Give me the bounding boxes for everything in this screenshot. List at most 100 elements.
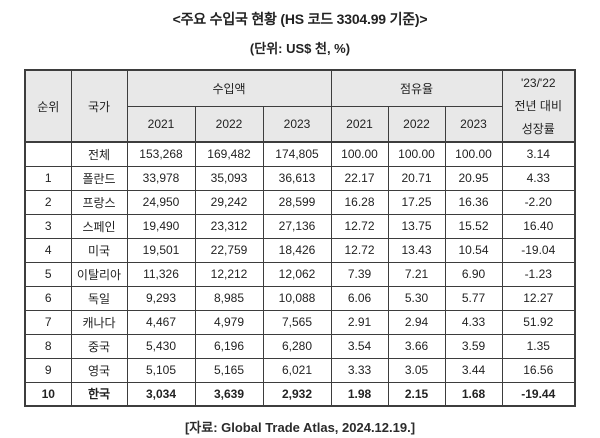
share-2023-cell: 5.77	[444, 285, 503, 311]
import-2022-cell: 35,093	[194, 165, 264, 191]
share-2023-cell: 16.36	[444, 189, 503, 215]
share-2022-cell: 3.05	[387, 357, 446, 383]
share-2021-cell: 3.54	[330, 333, 389, 359]
country-cell: 독일	[70, 285, 128, 311]
growth-cell: 16.40	[501, 213, 576, 239]
growth-cell: -2.20	[501, 189, 576, 215]
import-2023-cell: 6,280	[262, 333, 332, 359]
import-2021-cell: 33,978	[126, 165, 196, 191]
share-2023-cell: 20.95	[444, 165, 503, 191]
table-body: 전체 153,268 169,482 174,805 100.00 100.00 100.0…	[24, 141, 576, 407]
share-2021-cell: 12.72	[330, 237, 389, 263]
share-2022-cell: 3.66	[387, 333, 446, 359]
share-2023-cell: 1.68	[444, 381, 503, 407]
share-2021-cell: 3.33	[330, 357, 389, 383]
header-growth-line1: '23/'22	[520, 75, 556, 90]
import-2023-cell: 28,599	[262, 189, 332, 215]
share-2021-cell: 1.98	[330, 381, 389, 407]
import-2021-cell: 9,293	[126, 285, 196, 311]
table-row: 5 이탈리아 11,326 12,212 12,062 7.39 7.21 6.90 -1.23	[24, 261, 576, 287]
share-2022-cell: 13.75	[387, 213, 446, 239]
import-2022-cell: 8,985	[194, 285, 264, 311]
import-2023-cell: 174,805	[262, 141, 332, 167]
growth-cell: 1.35	[501, 333, 576, 359]
share-2023-cell: 3.44	[444, 357, 503, 383]
share-2022-cell: 5.30	[387, 285, 446, 311]
rank-cell: 5	[24, 261, 72, 287]
share-2022-cell: 2.94	[387, 309, 446, 335]
table-title: <주요 수입국 현황 (HS 코드 3304.99 기준)>	[172, 11, 428, 27]
share-2023-cell: 6.90	[444, 261, 503, 287]
header-country: 국가	[70, 69, 128, 143]
header-growth-line3: 성장률	[521, 121, 555, 136]
table-row: 전체 153,268 169,482 174,805 100.00 100.00 100.0…	[24, 141, 576, 167]
share-2021-cell: 2.91	[330, 309, 389, 335]
table-row: 7 캐나다 4,467 4,979 7,565 2.91 2.94 4.33 51.92	[24, 309, 576, 335]
rank-cell: 8	[24, 333, 72, 359]
table-header: 순위 국가 수입액 점유율 '23/'22 전년 대비 성장률 2021 202…	[24, 69, 576, 143]
growth-cell: -1.23	[501, 261, 576, 287]
header-growth-rate: '23/'22 전년 대비 성장률	[501, 69, 576, 143]
rank-cell	[24, 141, 72, 167]
country-cell: 프랑스	[70, 189, 128, 215]
import-2021-cell: 19,490	[126, 213, 196, 239]
import-2022-cell: 3,639	[194, 381, 264, 407]
header-import-amount: 수입액	[126, 69, 332, 107]
header-share-year-2021: 2021	[330, 105, 389, 143]
import-2022-cell: 29,242	[194, 189, 264, 215]
header-growth-line2: 전년 대비	[514, 98, 563, 113]
header-row-groups: 순위 국가 수입액 점유율 '23/'22 전년 대비 성장률	[24, 69, 576, 143]
import-2022-cell: 12,212	[194, 261, 264, 287]
header-market-share: 점유율	[330, 69, 503, 107]
country-cell: 한국	[70, 381, 128, 407]
import-2023-cell: 18,426	[262, 237, 332, 263]
country-cell: 폴란드	[70, 165, 128, 191]
import-2022-cell: 23,312	[194, 213, 264, 239]
growth-cell: 16.56	[501, 357, 576, 383]
country-cell: 스페인	[70, 213, 128, 239]
rank-cell: 3	[24, 213, 72, 239]
table-row: 9 영국 5,105 5,165 6,021 3.33 3.05 3.44 16.56	[24, 357, 576, 383]
share-2021-cell: 100.00	[330, 141, 389, 167]
import-2023-cell: 7,565	[262, 309, 332, 335]
import-2023-cell: 27,136	[262, 213, 332, 239]
import-2021-cell: 24,950	[126, 189, 196, 215]
import-2021-cell: 11,326	[126, 261, 196, 287]
share-2023-cell: 15.52	[444, 213, 503, 239]
import-2021-cell: 4,467	[126, 309, 196, 335]
import-2023-cell: 6,021	[262, 357, 332, 383]
table-row: 8 중국 5,430 6,196 6,280 3.54 3.66 3.59 1.35	[24, 333, 576, 359]
table-row: 2 프랑스 24,950 29,242 28,599 16.28 17.25 16.36 -2.…	[24, 189, 576, 215]
share-2021-cell: 22.17	[330, 165, 389, 191]
unit-note: (단위: US$ 천, %)	[249, 41, 351, 56]
share-2022-cell: 100.00	[387, 141, 446, 167]
table-row: 6 독일 9,293 8,985 10,088 6.06 5.30 5.77 12.27	[24, 285, 576, 311]
import-countries-table: 순위 국가 수입액 점유율 '23/'22 전년 대비 성장률 2021 202…	[24, 69, 576, 407]
table-row: 4 미국 19,501 22,759 18,426 12.72 13.43 10.54 -19.…	[24, 237, 576, 263]
share-2023-cell: 100.00	[444, 141, 503, 167]
header-share-year-2023: 2023	[444, 105, 503, 143]
share-2021-cell: 6.06	[330, 285, 389, 311]
share-2021-cell: 16.28	[330, 189, 389, 215]
growth-cell: 12.27	[501, 285, 576, 311]
country-cell: 중국	[70, 333, 128, 359]
country-cell: 전체	[70, 141, 128, 167]
share-2022-cell: 17.25	[387, 189, 446, 215]
share-2022-cell: 13.43	[387, 237, 446, 263]
share-2023-cell: 4.33	[444, 309, 503, 335]
country-cell: 미국	[70, 237, 128, 263]
import-2022-cell: 4,979	[194, 309, 264, 335]
import-2023-cell: 2,932	[262, 381, 332, 407]
growth-cell: 3.14	[501, 141, 576, 167]
share-2021-cell: 7.39	[330, 261, 389, 287]
growth-cell: 4.33	[501, 165, 576, 191]
import-2021-cell: 153,268	[126, 141, 196, 167]
import-2022-cell: 22,759	[194, 237, 264, 263]
import-2023-cell: 10,088	[262, 285, 332, 311]
rank-cell: 2	[24, 189, 72, 215]
table-row: 1 폴란드 33,978 35,093 36,613 22.17 20.71 20.95 4.3…	[24, 165, 576, 191]
header-import-year-2023: 2023	[262, 105, 332, 143]
rank-cell: 6	[24, 285, 72, 311]
header-import-year-2021: 2021	[126, 105, 196, 143]
